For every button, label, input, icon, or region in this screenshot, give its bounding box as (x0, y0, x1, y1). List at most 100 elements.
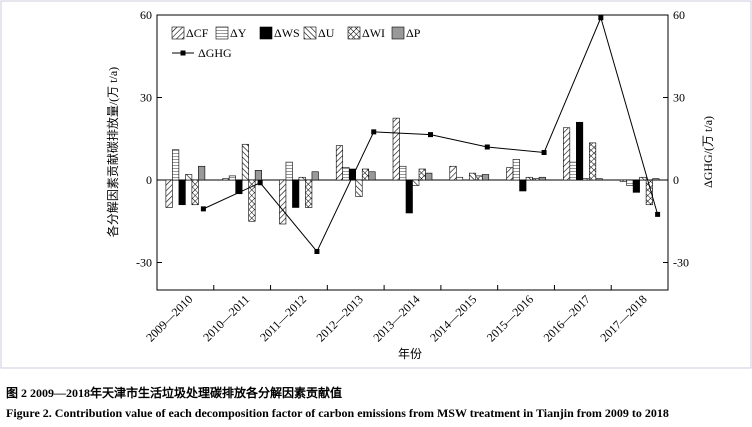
bar (165, 179, 173, 208)
bar (405, 179, 413, 214)
x-tick-label: 2014—2015 (427, 292, 479, 344)
bar (311, 171, 319, 181)
bar (285, 161, 293, 181)
line-point (314, 249, 320, 254)
bar (468, 172, 477, 181)
bar (228, 175, 236, 181)
bar (538, 176, 546, 181)
legend-label: ΔWS (274, 26, 300, 40)
bar (305, 179, 313, 208)
y2-tick-label: -30 (673, 256, 689, 270)
bar (298, 176, 306, 181)
bar (418, 168, 426, 181)
legend-label: ΔU (318, 26, 335, 40)
bar (185, 174, 193, 181)
line-point (541, 150, 547, 155)
bar (222, 178, 230, 181)
line-point (484, 144, 490, 150)
y-tick-label: 30 (140, 91, 152, 105)
legend-swatch (303, 26, 317, 40)
legend-swatch (259, 26, 273, 40)
chart: 年份 各分解因素贡献碳排放量/(万 t/a) ΔGHG/(万 t/a) -30 0… (0, 0, 752, 369)
bar (348, 168, 357, 181)
bar (589, 142, 597, 181)
y-label: 各分解因素贡献碳排放量/(万 t/a) (105, 67, 120, 237)
bar (279, 179, 287, 225)
bar (392, 117, 400, 181)
legend-label: ΔY (230, 26, 247, 40)
bar (569, 161, 577, 181)
line-point (257, 180, 263, 186)
bar (241, 143, 249, 181)
bar (512, 159, 520, 181)
legend-label: ΔCF (186, 26, 209, 40)
legend-swatch (215, 26, 229, 40)
x-tick-label: 2011—2012 (257, 292, 309, 344)
x-tick-label: 2009—2010 (143, 292, 195, 344)
bar (525, 176, 533, 181)
x-tick-label: 2015—2016 (484, 292, 536, 344)
legend-swatch (391, 26, 405, 40)
bar (342, 167, 350, 181)
y-tick-label: -30 (136, 256, 152, 270)
x-label: 年份 (398, 347, 422, 361)
x-tick-label: 2013—2014 (370, 292, 422, 344)
bar (576, 121, 584, 181)
bar (172, 149, 180, 181)
bar (248, 179, 256, 222)
bar (645, 179, 653, 206)
line-point (598, 15, 604, 21)
bar (595, 178, 603, 181)
bar (361, 168, 370, 181)
bar (481, 174, 490, 181)
y2-tick-label: 30 (673, 91, 685, 105)
bar (425, 172, 433, 181)
bar (639, 176, 647, 181)
y2-label: ΔGHG/(万 t/a) (701, 116, 715, 188)
x-tick-label: 2010—2011 (200, 292, 252, 344)
bar (563, 127, 571, 181)
bar (652, 178, 660, 181)
bar (254, 170, 262, 181)
bar (178, 179, 186, 206)
bar (198, 165, 206, 181)
legend-label: ΔP (406, 26, 421, 40)
bar (399, 165, 407, 181)
legend-swatch (347, 26, 361, 40)
x-tick-label: 2017—2018 (597, 292, 649, 344)
bar (626, 179, 634, 186)
y-tick-label: 60 (140, 8, 152, 22)
bar (532, 178, 540, 181)
legend-swatch (171, 26, 185, 40)
bar (368, 171, 376, 181)
line-point (428, 132, 433, 138)
bar (191, 179, 199, 206)
x-tick-label: 2012—2013 (314, 292, 366, 344)
bar (292, 179, 300, 208)
y-tick-label: 0 (146, 173, 152, 187)
bar (449, 165, 457, 181)
bar (506, 167, 514, 181)
y2-tick-label: 0 (673, 173, 679, 187)
caption-en: Figure 2. Contribution value of each dec… (6, 406, 669, 420)
bar (475, 175, 483, 181)
line-point (200, 206, 206, 212)
bar (619, 179, 627, 182)
caption-cn: 图 2 2009—2018年天津市生活垃圾处理碳排放各分解因素贡献值 (6, 386, 343, 400)
line-point (655, 211, 661, 217)
y2-tick-label: 60 (673, 8, 685, 22)
bar (519, 179, 527, 192)
bar (455, 176, 464, 181)
frame (0, 0, 752, 369)
bar (335, 145, 344, 181)
x-tick-label: 2016—2017 (541, 292, 593, 344)
bar (412, 179, 420, 186)
legend-label: ΔGHG (198, 46, 232, 60)
legend-marker (180, 50, 186, 56)
bar (355, 179, 363, 197)
bar (582, 178, 590, 181)
bar (632, 179, 640, 193)
legend-label: ΔWI (362, 26, 385, 40)
line-point (371, 129, 377, 135)
